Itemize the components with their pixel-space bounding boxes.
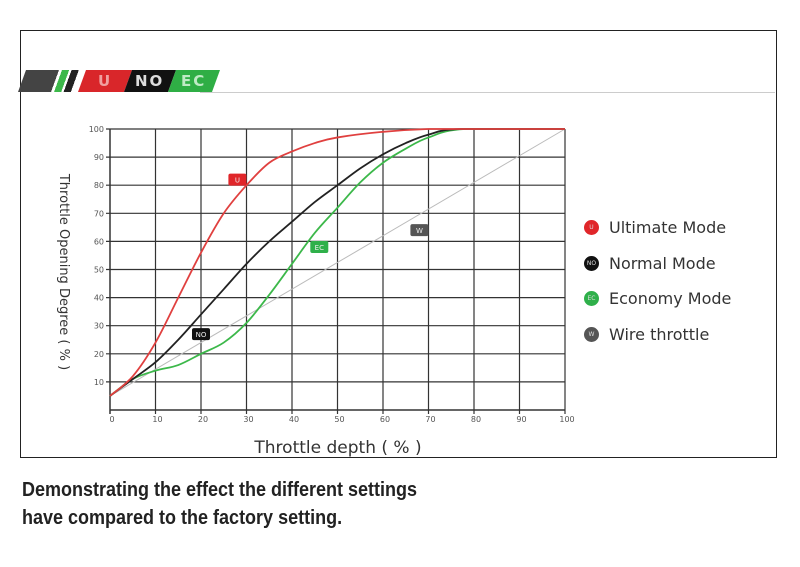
legend-marker: NO [584,255,599,271]
legend-label: Ultimate Mode [609,218,727,238]
legend: U Ultimate Mode NO Normal Mode EC Economy Mod… [584,210,731,352]
series-badge [192,328,210,341]
series-badge [228,173,247,186]
series-badge [410,224,429,237]
caption-line-1: Demonstrating the effect the different s… [22,479,418,501]
caption: Demonstrating the effect the different s… [22,476,417,532]
caption-line-2: have compared to the factory setting. [22,507,343,529]
y-tick-label: 60 [94,237,104,246]
y-tick-label: 100 [89,125,104,134]
series-badge [310,241,329,254]
y-tick-label: 20 [94,350,104,359]
legend-label: Normal Mode [609,253,716,273]
y-tick-label: 50 [94,266,104,275]
series-line-normal-mode [109,128,565,397]
series-badge-text: EC [315,244,324,252]
y-tick-label: 70 [94,209,104,218]
x-tick-label: 70 [425,415,435,424]
x-axis-label: Throttle depth ( % ) [253,438,421,458]
banner-rule [200,92,775,93]
y-tick-label: 90 [94,153,104,162]
x-tick-label: 0 [109,415,114,424]
x-tick-label: 30 [243,415,253,424]
x-tick-label: 80 [471,415,481,424]
legend-item: U Ultimate Mode [584,210,731,246]
series-line-ultimate-mode [109,128,565,397]
series-badge-text: W [416,227,423,235]
y-axis-label: Throttle Opening Degree ( % ) [56,173,71,370]
x-tick-label: 10 [152,415,162,424]
x-tick-label: 20 [198,415,208,424]
legend-marker: U [584,220,599,236]
legend-marker: EC [584,291,599,307]
chart-frame [20,30,777,458]
legend-marker: W [584,326,599,342]
legend-item: NO Normal Mode [584,246,731,282]
legend-item: EC Economy Mode [584,281,731,317]
y-tick-label: 30 [94,322,104,331]
legend-label: Economy Mode [609,289,732,309]
series-line-economy-mode [109,128,565,397]
x-tick-label: 50 [334,415,344,424]
y-tick-label: 80 [94,181,104,190]
legend-label: Wire throttle [609,324,710,344]
x-tick-label: 90 [516,415,526,424]
y-tick-label: 40 [94,294,104,303]
series-badge-text: NO [196,331,207,339]
legend-item: W Wire throttle [584,317,731,353]
series-badge-text: U [235,177,240,185]
y-tick-label: 10 [94,378,104,387]
x-tick-label: 60 [380,415,390,424]
x-tick-label: 40 [289,415,299,424]
x-tick-label: 100 [559,415,574,424]
